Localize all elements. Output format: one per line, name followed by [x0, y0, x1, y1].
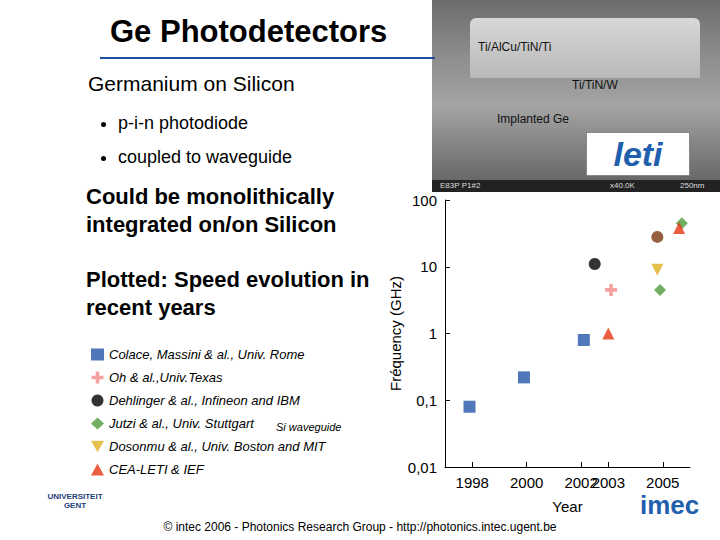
svg-text:2000: 2000	[510, 474, 543, 491]
html-text:Could be monolithically integr: Could be monolithically integrated on/on…	[86, 184, 337, 237]
html-text:Implanted Ge: Implanted Ge	[497, 112, 569, 126]
svg-text:10: 10	[420, 258, 437, 275]
svg-text:Colace, Massini & al., Univ. R: Colace, Massini & al., Univ. Rome	[109, 347, 305, 362]
svg-text:Oh & al.,Univ.Texas: Oh & al.,Univ.Texas	[109, 370, 223, 385]
svg-text:1: 1	[429, 325, 437, 342]
svg-text:100: 100	[412, 192, 437, 209]
html-text:coupled to waveguide: coupled to waveguide	[118, 147, 293, 167]
svg-text:Dosonmu & al., Univ. Boston an: Dosonmu & al., Univ. Boston and MIT	[109, 439, 327, 454]
html-text:p-i-n photodiode: p-i-n photodiode	[118, 113, 249, 133]
svg-text:2003: 2003	[592, 474, 625, 491]
svg-text:Fréquency (GHz): Fréquency (GHz)	[387, 276, 404, 391]
html-text:© intec 2006 - Photonics Resea: © intec 2006 - Photonics Research Group …	[163, 520, 557, 534]
svg-text:0,01: 0,01	[408, 459, 437, 476]
html-text:x40.0K: x40.0K	[610, 181, 635, 190]
svg-text:Dehlinger & al., Infineon and: Dehlinger & al., Infineon and IBM	[109, 393, 300, 408]
html-text:E83P P1#2: E83P P1#2	[440, 181, 481, 190]
svg-text:Year: Year	[552, 498, 582, 515]
html-text:Si waveguide: Si waveguide	[276, 421, 342, 433]
html-text:UNIVERSITEIT GENT: UNIVERSITEIT GENT	[47, 492, 103, 510]
html-text:250nm: 250nm	[680, 181, 705, 190]
svg-text:Jutzi & al., Univ. Stuttgart: Jutzi & al., Univ. Stuttgart	[108, 416, 255, 431]
html-text:Plotted: Speed evolution in re: Plotted: Speed evolution in recent years	[86, 267, 370, 320]
svg-text:1998: 1998	[456, 474, 489, 491]
html-text:Germanium on Silicon: Germanium on Silicon	[88, 72, 295, 95]
svg-text:2005: 2005	[646, 474, 679, 491]
html-text:leti: leti	[613, 135, 663, 173]
html-text:Ti/TiN/W: Ti/TiN/W	[572, 78, 618, 92]
svg-text:0,1: 0,1	[416, 392, 437, 409]
html-text:imec: imec	[640, 490, 700, 520]
svg-text:CEA-LETI & IEF: CEA-LETI & IEF	[109, 462, 205, 477]
svg-text:2002: 2002	[564, 474, 598, 491]
html-text:Ge Photodetectors: Ge Photodetectors	[110, 14, 388, 49]
html-text:Ti/AlCu/TiN/Ti: Ti/AlCu/TiN/Ti	[478, 40, 552, 54]
